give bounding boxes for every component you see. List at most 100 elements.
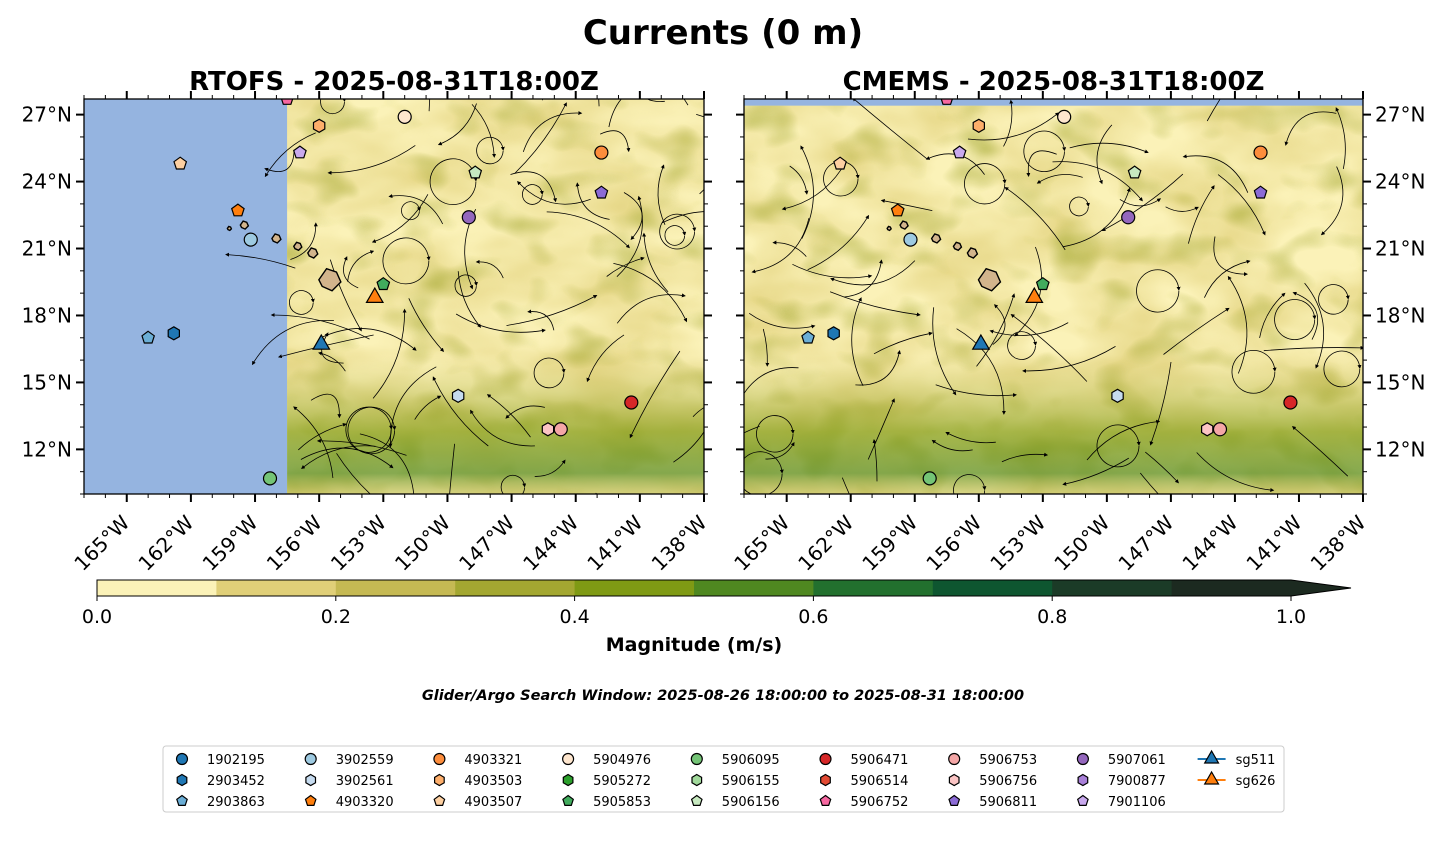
streamline [992,304,1006,345]
float-2903452 [167,326,180,341]
lat-tick-label: 24°N [22,170,72,194]
streamline [321,328,417,351]
streamline [293,406,334,479]
legend-label: 5907061 [1108,753,1166,768]
hawaii-islands [226,220,342,292]
colorbar-tick-label: 1.0 [1276,606,1306,628]
float-5906471 [1283,395,1298,410]
streamline [616,293,686,324]
float-5907061 [1121,210,1136,225]
eddy-streamline [320,99,347,114]
streamline [359,433,416,494]
float-4903321 [1253,145,1268,160]
float-4903507 [833,156,847,170]
streamline [932,307,957,396]
streamline [457,271,482,328]
streamline [762,328,770,367]
streamline [692,407,704,417]
streamline [829,291,921,317]
streamline [1206,99,1221,122]
float-4903507 [173,156,188,170]
streamline [1139,472,1159,494]
lon-tick-label: 159°W [198,510,263,575]
legend-marker [1076,752,1090,766]
streamline [1227,275,1248,374]
colorbar-segment [932,580,1053,596]
streamline [606,256,645,277]
lat-tick-label: 18°N [22,303,72,327]
island-niihau [886,225,892,232]
lon-tick-label: 144°W [1177,510,1242,575]
streamline [1069,142,1149,154]
legend-label: 4903507 [464,795,522,810]
streamline [976,293,1016,367]
streamline [327,145,416,175]
legend-marker [175,752,189,766]
streamline [852,99,928,160]
streamline [1149,361,1172,446]
legend-item-5906471: 5906471 [819,752,908,768]
legend-marker [433,794,446,806]
lat-tick-label: 18°N [1375,303,1425,327]
legend-marker [176,773,188,787]
float-4903320 [230,203,245,217]
eddy-streamline [1069,196,1090,217]
legend-item-5906756: 5906756 [948,773,1037,789]
streamline [514,102,567,174]
lon-tick-label: 156°W [921,510,986,575]
float-5906156 [468,165,483,179]
float-5906471 [624,395,639,410]
legend-item-5905853: 5905853 [562,794,651,810]
streamline [575,182,610,220]
island-maui [306,247,319,259]
streamline [956,328,1006,415]
eddy-streamline [953,474,987,494]
legend-item-5906156: 5906156 [690,794,780,810]
legend-label: 5906752 [851,795,909,810]
legend-label: 5906756 [979,774,1037,789]
float-5907061 [461,210,476,225]
glider-sg626 [365,286,385,303]
streamline [455,313,546,333]
equatorial-current-band [744,355,1363,494]
legend-item-2903452: 2903452 [176,773,265,789]
float-4903321 [594,145,609,160]
legend-item-1902195: 1902195 [175,752,265,768]
streamline [751,218,810,274]
island-hawaii [977,267,1002,292]
eddy-streamline [1323,350,1362,388]
lat-tick-label: 12°N [22,437,72,461]
legend-item-5904976: 5904976 [561,752,651,768]
colorbar-tick-label: 0.0 [82,606,112,628]
eddy-streamline [659,213,697,250]
legend-item-5906811: 5906811 [948,794,1037,810]
float-5905853 [1035,276,1050,291]
streamline [1182,154,1249,193]
streamline [1096,124,1113,185]
island-kauai [899,220,909,230]
float-markers [801,99,1298,486]
streamline [318,351,346,372]
legend-label: 5905272 [593,774,651,789]
legend-label: 5906156 [722,795,780,810]
streamline [855,350,901,386]
float-5906756 [1201,422,1214,437]
legend-label: 5906811 [979,795,1037,810]
eddy-streamline [1318,284,1350,315]
legend-marker [820,773,831,787]
streamline [316,438,407,456]
legend-marker [304,752,317,766]
lat-tick-label: 21°N [1375,237,1425,261]
legend-item-7901106: 7901106 [1076,794,1166,810]
island-molokai [952,241,963,252]
map-panel-cmems: 165°W 162°W 159°W 156°W 153°W 150°W 147°W 144°W… [729,67,1425,576]
colorbar-segment [1052,580,1173,596]
legend-item-sg626: sg626 [1197,770,1275,789]
panel-title: CMEMS - 2025-08-31T18:00Z [843,67,1265,97]
streamline [336,453,371,494]
legend-label: 2903863 [207,795,265,810]
lon-tick-label: 162°W [133,510,198,575]
legend-item-5906514: 5906514 [820,773,908,789]
lon-tick-label: 138°W [647,510,712,575]
streamline [661,211,704,224]
